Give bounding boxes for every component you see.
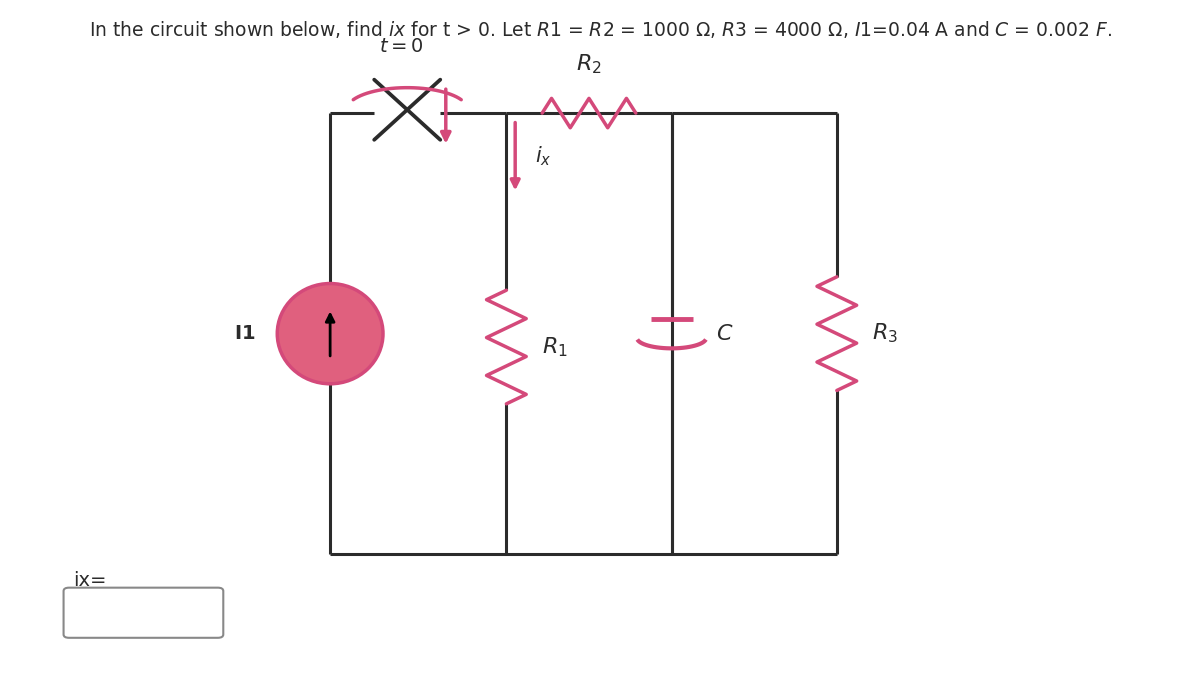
Text: $t=0$: $t=0$: [379, 38, 424, 56]
Text: $R_2$: $R_2$: [576, 53, 602, 76]
Text: $C$: $C$: [715, 323, 733, 344]
Text: $\mathbf{I1}$: $\mathbf{I1}$: [234, 325, 256, 342]
Ellipse shape: [277, 284, 383, 384]
FancyBboxPatch shape: [64, 588, 223, 638]
Text: ix=: ix=: [73, 572, 107, 590]
Text: $i_x$: $i_x$: [535, 145, 552, 168]
Text: $R_3$: $R_3$: [872, 322, 898, 346]
Text: In the circuit shown below, find $ix$ for t > 0. Let $R1$ = $R2$ = 1000 $\Omega$: In the circuit shown below, find $ix$ fo…: [89, 20, 1111, 40]
Text: $R_1$: $R_1$: [541, 335, 568, 359]
